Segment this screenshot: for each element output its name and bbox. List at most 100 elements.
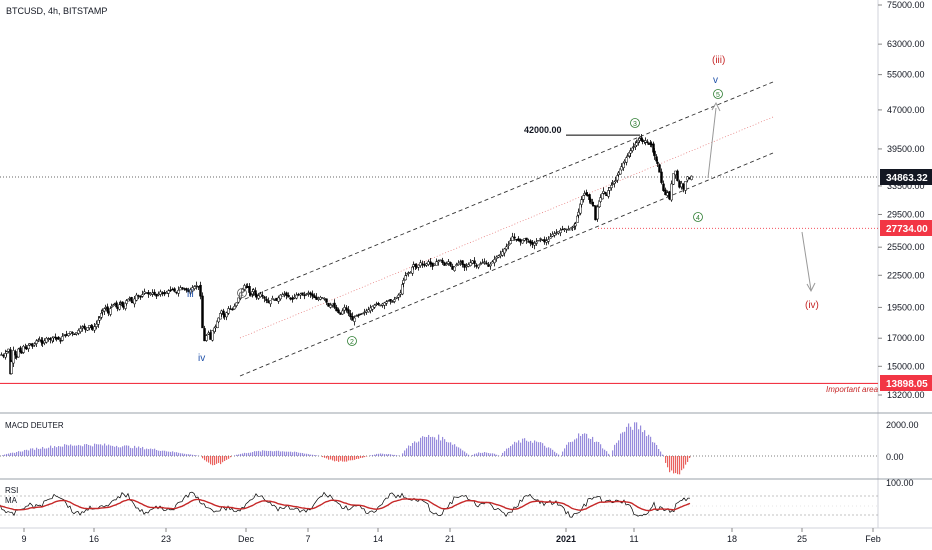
candle-down: [543, 239, 546, 243]
candle-down: [291, 297, 294, 300]
candle-down: [525, 237, 528, 241]
macd-bar: [22, 451, 24, 456]
candle-up: [670, 183, 673, 201]
candle-up: [67, 333, 70, 336]
macd-bar: [612, 450, 614, 456]
candle-up: [608, 187, 611, 191]
macd-bar: [136, 447, 138, 456]
candle-up: [135, 294, 138, 301]
candle-down: [209, 332, 212, 340]
macd-bar: [378, 453, 380, 456]
macd-bar: [440, 440, 442, 456]
wave-2-text: 2: [350, 339, 354, 346]
macd-bar: [78, 444, 80, 456]
candle-up: [383, 302, 386, 306]
price-tick-label: 13200.00: [887, 390, 925, 400]
macd-bar: [498, 455, 500, 456]
candle-up: [217, 317, 220, 323]
candle-up: [563, 228, 566, 230]
candle-down: [664, 189, 667, 196]
candle-up: [503, 248, 506, 254]
macd-bar: [602, 448, 604, 456]
candle-up: [674, 170, 677, 176]
candle-up: [38, 339, 41, 341]
macd-histogram: [0, 422, 878, 475]
current-price-badge: [880, 169, 932, 185]
macd-bar: [54, 446, 56, 456]
macd-bar: [422, 436, 424, 456]
candle-down: [313, 295, 316, 299]
candle-up: [7, 348, 10, 352]
macd-bar: [212, 456, 214, 466]
candle-down: [173, 288, 176, 292]
macd-bar: [112, 445, 114, 456]
macd-bar: [184, 453, 186, 456]
candle-up: [279, 294, 282, 300]
macd-bar: [106, 445, 108, 456]
macd-bar: [282, 451, 284, 456]
macd-bar: [679, 456, 681, 475]
macd-bar: [412, 443, 414, 456]
macd-bar: [687, 456, 689, 462]
candle-up: [623, 160, 626, 163]
candle-down: [653, 150, 656, 157]
time-tick-label: 21: [445, 534, 455, 544]
macd-bar: [544, 445, 546, 456]
macd-bar: [540, 442, 542, 456]
candle-up: [239, 292, 242, 299]
macd-bar: [236, 454, 238, 456]
macd-bar: [36, 447, 38, 456]
macd-bar: [570, 441, 572, 456]
macd-bar: [142, 446, 144, 456]
candle-up: [501, 251, 504, 256]
candle-up: [459, 261, 462, 263]
macd-bar: [72, 445, 74, 456]
macd-bar: [340, 456, 342, 461]
candle-down: [531, 241, 534, 245]
candle-down: [25, 346, 28, 350]
macd-bar: [652, 442, 654, 456]
macd-bar: [262, 450, 264, 456]
candle-up: [379, 304, 382, 307]
macd-bar: [324, 456, 326, 458]
macd-bar: [492, 453, 494, 456]
candle-down: [171, 289, 174, 291]
candle-down: [115, 302, 118, 308]
candle-down: [139, 295, 142, 298]
macd-bar: [578, 433, 580, 456]
candle-up: [453, 266, 456, 271]
candle-up: [145, 292, 148, 294]
macd-bar: [144, 449, 146, 456]
candle-down: [357, 314, 360, 316]
candle-up: [617, 172, 620, 176]
candle-up: [393, 299, 396, 302]
macd-bar: [458, 447, 460, 456]
macd-bar: [685, 456, 687, 465]
candle-down: [513, 236, 516, 239]
macd-bar: [148, 449, 150, 456]
price-tick-label: 39500.00: [887, 144, 925, 154]
candle-down: [131, 301, 134, 304]
candle-up: [465, 265, 468, 268]
rsi-panel: [0, 491, 878, 518]
macd-bar: [174, 452, 176, 456]
macd-bar: [548, 447, 550, 456]
candle-down: [377, 303, 380, 305]
macd-bar: [408, 445, 410, 456]
candle-down: [451, 265, 454, 270]
candle-up: [93, 326, 96, 331]
candle-down: [676, 170, 679, 181]
candle-up: [35, 340, 38, 344]
candle-down: [527, 241, 530, 243]
candle-up: [489, 263, 492, 267]
candle-up: [404, 275, 407, 281]
candle-up: [644, 140, 647, 143]
candle-up: [553, 233, 556, 236]
candle-up: [629, 150, 632, 154]
macd-bar: [528, 441, 530, 456]
candle-down: [248, 286, 251, 293]
macd-bar: [88, 444, 90, 456]
macd-bar: [60, 446, 62, 456]
candle-up: [179, 287, 182, 291]
macd-bar: [264, 450, 266, 456]
